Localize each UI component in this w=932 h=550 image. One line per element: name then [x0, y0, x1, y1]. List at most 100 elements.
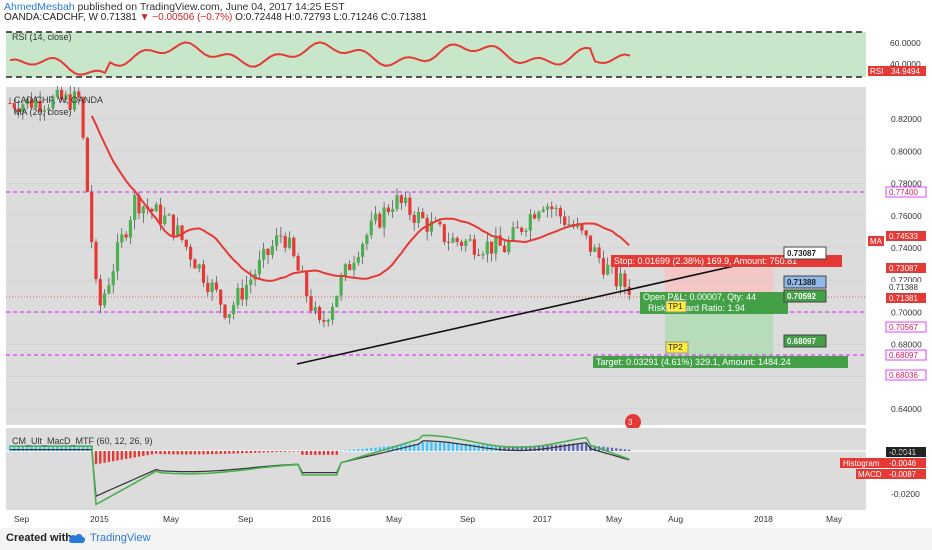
tp2-price-tag[interactable] — [783, 334, 827, 348]
histogram-bar — [516, 446, 519, 451]
tp2-label-box[interactable] — [665, 341, 689, 354]
histogram-bar — [361, 448, 364, 451]
histogram-bar — [391, 445, 394, 451]
price-axis-label: 0.70000 — [891, 307, 922, 317]
author-link[interactable]: AhmedMesbah — [4, 1, 75, 13]
histogram-bar — [262, 451, 265, 453]
trendline[interactable] — [296, 257, 771, 365]
candle-body — [421, 211, 425, 219]
candle-body — [563, 216, 567, 225]
badge-071381 — [886, 293, 926, 303]
candle-body — [318, 306, 322, 320]
candle-body — [29, 98, 34, 108]
histogram-bar — [348, 450, 351, 451]
macd-badge-hist — [886, 458, 926, 468]
rsi-badge — [868, 66, 888, 76]
candle-body — [524, 230, 528, 232]
candle-body — [386, 207, 390, 213]
macd-legend: CM_Ult_MacD_MTF (60, 12, 26, 9) — [12, 436, 153, 446]
candle-body — [447, 241, 451, 243]
histogram-bar — [146, 451, 149, 456]
event-marker[interactable] — [625, 414, 641, 430]
time-axis-label: Aug — [668, 514, 683, 524]
candle-body — [81, 97, 85, 138]
candle-body — [451, 237, 455, 243]
histogram-bar — [228, 451, 231, 454]
candle-body — [502, 245, 507, 253]
time-axis-label: 2017 — [533, 514, 552, 524]
candle-body — [296, 256, 300, 271]
candle-body — [494, 235, 498, 254]
candle-body — [21, 104, 25, 113]
price-axis-label: 0.74000 — [891, 243, 922, 253]
badge-071381-text: 0.71381 — [889, 294, 918, 303]
price-axis-label: 0.82000 — [891, 114, 922, 124]
histogram-bar — [51, 445, 55, 451]
histogram-bar — [606, 447, 609, 451]
candle-body — [124, 234, 128, 238]
ma-badge — [868, 236, 884, 246]
candle-body — [270, 246, 274, 255]
candle-body — [72, 91, 77, 110]
candle-body — [541, 209, 545, 212]
candle-body — [42, 109, 46, 112]
open-price-tag[interactable] — [783, 275, 827, 289]
histogram-bar — [477, 444, 480, 451]
histogram-bar — [249, 451, 252, 453]
chart-svg[interactable]: RSI (14, close) 60.0000 40.0000 RSI 34.9… — [0, 26, 932, 528]
time-axis-label: Sep — [14, 514, 29, 524]
candle-body — [365, 235, 369, 245]
candle-body — [107, 285, 111, 294]
candle-body — [115, 242, 120, 272]
badge-070567-text: 0.70567 — [889, 323, 918, 332]
rsi-value: 34.9494 — [891, 67, 920, 76]
histogram-bar — [610, 447, 614, 451]
candle-body — [158, 204, 163, 225]
candle-body — [17, 108, 21, 113]
histogram-bar — [331, 451, 334, 455]
macd-line — [10, 434, 630, 506]
candle-body — [193, 259, 197, 269]
rr-box[interactable] — [640, 303, 788, 314]
histogram-bar — [580, 443, 584, 451]
histogram-bar — [133, 451, 136, 458]
histogram-bar — [215, 451, 218, 455]
candle-body — [68, 94, 72, 110]
target-box[interactable] — [593, 356, 848, 368]
candle-body — [545, 206, 550, 210]
tp1-price-tag-text: 0.70592 — [787, 292, 816, 301]
histogram-bar — [107, 451, 111, 462]
candle-body — [219, 289, 223, 305]
histogram-bar — [258, 451, 261, 453]
histogram-bar — [86, 445, 89, 451]
histogram-bar — [155, 451, 158, 454]
histogram-bar — [305, 451, 308, 455]
candle-body — [77, 91, 81, 98]
histogram-bar — [124, 451, 128, 459]
candle-body — [249, 279, 253, 285]
histogram-bar — [537, 445, 541, 451]
histogram-bar — [60, 445, 63, 451]
chart-area[interactable]: RSI (14, close) 60.0000 40.0000 RSI 34.9… — [0, 26, 932, 528]
open-pl-box[interactable] — [640, 292, 788, 303]
histogram-bar — [309, 451, 313, 455]
histogram-bar — [425, 442, 429, 451]
stop-price-tag[interactable] — [783, 246, 827, 260]
tp1-label-box[interactable] — [665, 300, 687, 313]
macd-badge-signal — [886, 447, 926, 457]
tradingview-brand-link[interactable]: TradingView — [90, 532, 151, 544]
histogram-bar — [271, 451, 274, 453]
tp1-label: TP1 — [668, 302, 683, 311]
candle-body — [614, 264, 618, 287]
histogram-bar — [370, 448, 373, 451]
candle-body — [361, 244, 365, 257]
histogram-bar — [430, 442, 433, 451]
tp1-price-tag[interactable] — [783, 289, 827, 303]
candle-body — [150, 208, 154, 212]
histogram-bar — [576, 443, 579, 451]
tp2-price-tag-text: 0.68097 — [787, 337, 816, 346]
candle-body — [214, 282, 218, 290]
candle-body — [576, 224, 580, 227]
candle-body — [283, 236, 287, 248]
histogram-bar — [378, 447, 381, 451]
